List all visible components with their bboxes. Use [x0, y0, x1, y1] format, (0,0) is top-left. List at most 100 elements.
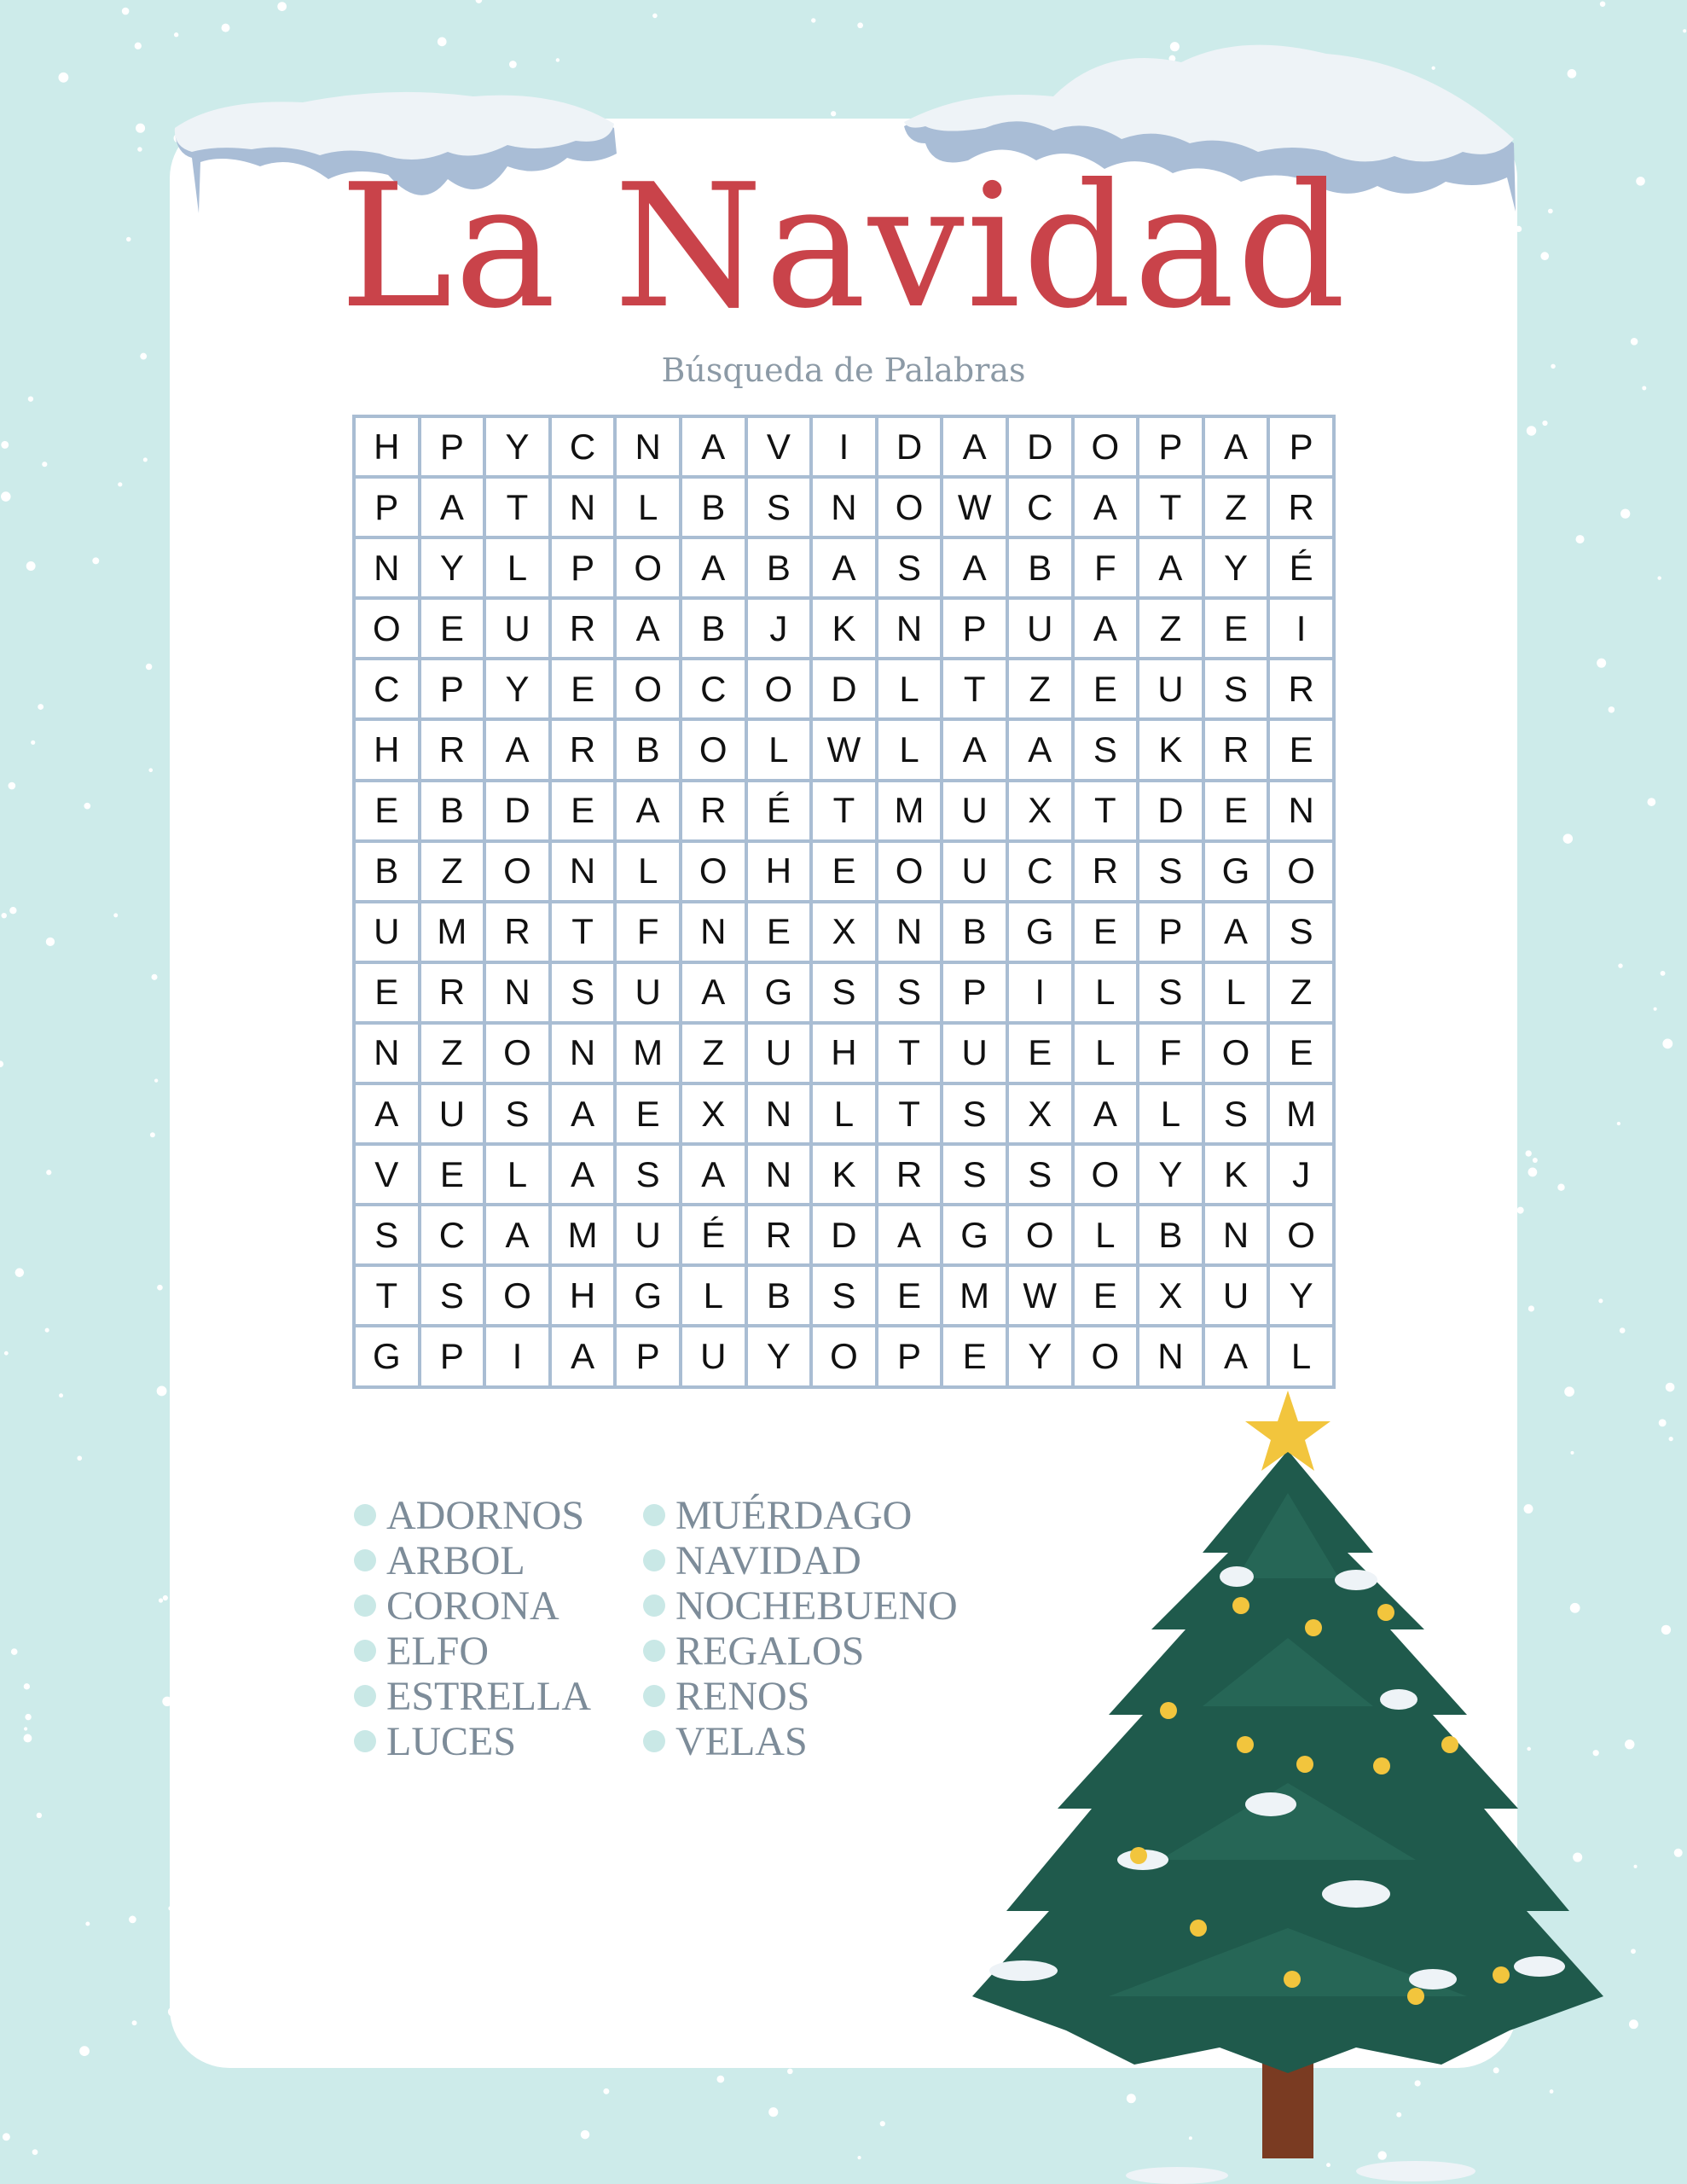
- grid-cell: N: [680, 901, 746, 962]
- snow-dot: [1557, 1183, 1565, 1191]
- snow-dot: [158, 1598, 164, 1603]
- snow-dot: [1569, 1602, 1580, 1613]
- grid-cell: X: [1006, 780, 1073, 841]
- snow-dot: [126, 236, 131, 242]
- grid-cell: U: [1138, 659, 1203, 720]
- grid-cell: N: [549, 840, 616, 902]
- grid-cell: P: [615, 1326, 681, 1387]
- snow-dot: [555, 58, 560, 62]
- grid-cell: R: [549, 719, 616, 781]
- snow-dot: [1532, 1157, 1538, 1163]
- grid-cell: S: [876, 961, 942, 1023]
- word-label: ELFO: [386, 1628, 489, 1674]
- snow-dot: [77, 1455, 83, 1461]
- grid-cell: U: [745, 1022, 812, 1084]
- grid-cell: N: [745, 1144, 812, 1205]
- snow-dot: [1493, 2067, 1499, 2074]
- grid-cell: P: [1138, 416, 1203, 478]
- grid-cell: Z: [419, 1022, 485, 1084]
- snow-dot: [1431, 66, 1435, 70]
- snow-dot: [1377, 2151, 1387, 2160]
- grid-cell: F: [1138, 1022, 1203, 1084]
- grid-cell: Y: [1006, 1326, 1073, 1387]
- grid-cell: S: [876, 537, 942, 599]
- word-label: LUCES: [386, 1718, 517, 1764]
- word-list-item: VELAS: [643, 1719, 958, 1764]
- snow-dot: [10, 1648, 18, 1655]
- grid-cell: L: [876, 719, 942, 781]
- snow-icicle-right: [904, 44, 1516, 212]
- grid-cell: B: [745, 1265, 812, 1327]
- word-list-item: NAVIDAD: [643, 1538, 958, 1583]
- word-label: ARBOL: [386, 1537, 525, 1583]
- grid-cell: A: [680, 537, 746, 599]
- grid-cell: É: [680, 1205, 746, 1266]
- grid-cell: E: [876, 1265, 942, 1327]
- grid-cell: A: [680, 416, 746, 478]
- grid-cell: Z: [419, 840, 485, 902]
- grid-cell: E: [419, 1144, 485, 1205]
- grid-cell: U: [354, 901, 420, 962]
- snow-dot: [1630, 338, 1638, 346]
- grid-cell: A: [942, 719, 1007, 781]
- grid-cell: O: [1203, 1022, 1269, 1084]
- grid-cell: I: [811, 416, 877, 478]
- grid-cell: O: [876, 840, 942, 902]
- grid-cell: N: [1138, 1326, 1203, 1387]
- grid-cell: R: [876, 1144, 942, 1205]
- snow-dot: [118, 482, 123, 487]
- snow-dot: [149, 1132, 155, 1138]
- word-label: ESTRELLA: [386, 1673, 591, 1719]
- grid-cell: P: [419, 1326, 485, 1387]
- grid-cell: A: [1203, 416, 1269, 478]
- snow-dot: [1599, 1, 1606, 7]
- snow-dot: [137, 147, 142, 152]
- grid-cell: B: [942, 901, 1007, 962]
- snow-icicle-left: [174, 91, 617, 213]
- grid-cell: X: [680, 1083, 746, 1145]
- grid-cell: O: [1072, 1326, 1139, 1387]
- grid-cell: Z: [680, 1022, 746, 1084]
- word-list-column-1: ADORNOS ARBOL CORONA ELFO ESTRELLA LUCES: [354, 1493, 591, 1764]
- bullet-icon: [354, 1685, 376, 1707]
- snow-dot: [14, 1268, 25, 1277]
- grid-cell: B: [1138, 1205, 1203, 1266]
- snow-dot: [1573, 1852, 1583, 1862]
- snow-dot: [831, 111, 837, 117]
- snow-dot: [1661, 1624, 1672, 1635]
- snow-dot: [1597, 658, 1607, 668]
- grid-cell: A: [419, 477, 485, 538]
- grid-cell: F: [1072, 537, 1139, 599]
- snow-dot: [84, 802, 91, 810]
- grid-cell: N: [1268, 780, 1334, 841]
- snow-dot: [580, 2129, 590, 2140]
- grid-cell: U: [942, 1022, 1007, 1084]
- grid-cell: O: [1072, 416, 1139, 478]
- grid-cell: O: [876, 477, 942, 538]
- grid-cell: T: [876, 1022, 942, 1084]
- snow-dot: [42, 462, 48, 468]
- snow-dot: [1658, 1419, 1667, 1427]
- grid-cell: K: [1203, 1144, 1269, 1205]
- grid-cell: E: [1072, 1265, 1139, 1327]
- grid-cell: U: [942, 780, 1007, 841]
- grid-cell: U: [1006, 598, 1073, 659]
- snow-dot: [1528, 1167, 1538, 1177]
- grid-cell: B: [615, 719, 681, 781]
- snow-dot: [157, 1284, 163, 1291]
- snow-dot: [1540, 252, 1550, 260]
- snow-dot: [1326, 2163, 1330, 2168]
- grid-cell: E: [1006, 1022, 1073, 1084]
- grid-cell: A: [876, 1205, 942, 1266]
- bullet-icon: [643, 1504, 665, 1526]
- grid-cell: É: [745, 780, 812, 841]
- grid-cell: G: [942, 1205, 1007, 1266]
- grid-cell: R: [419, 719, 485, 781]
- grid-cell: S: [549, 961, 616, 1023]
- grid-cell: C: [680, 659, 746, 720]
- grid-cell: O: [811, 1326, 877, 1387]
- snow-dot: [44, 1327, 49, 1333]
- snow-dot: [1633, 1864, 1638, 1868]
- snow-dot: [1396, 2111, 1402, 2117]
- snow-dot: [1665, 1382, 1675, 1392]
